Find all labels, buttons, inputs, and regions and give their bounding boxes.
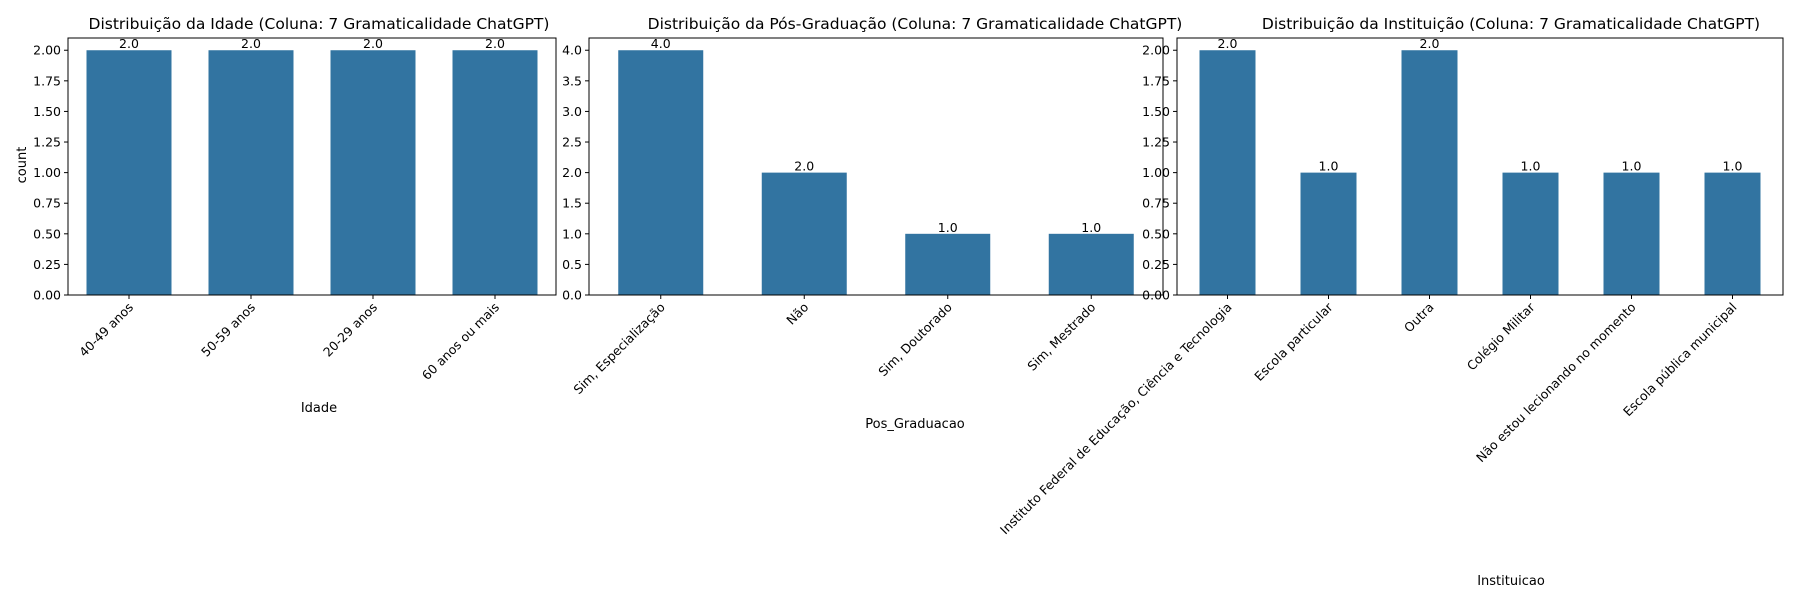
x-axis-label: Idade — [301, 401, 337, 416]
y-tick-label: 0.75 — [33, 196, 61, 211]
x-tick-label: 20-29 anos — [320, 300, 380, 360]
y-tick-label: 0.25 — [33, 257, 61, 272]
y-tick-label: 1.50 — [1142, 104, 1170, 119]
data-label: 2.0 — [119, 36, 139, 51]
bar — [1300, 172, 1357, 295]
bar — [1603, 172, 1660, 295]
data-label: 1.0 — [1622, 159, 1642, 174]
data-label: 4.0 — [651, 36, 671, 51]
y-tick-label: 2.00 — [1142, 43, 1170, 58]
y-tick-label: 0.50 — [1142, 226, 1170, 241]
x-tick-label: Não — [783, 300, 811, 328]
y-tick-label: 1.50 — [33, 104, 61, 119]
chart-title: Distribuição da Pós-Graduação (Coluna: 7… — [648, 15, 1183, 33]
bar — [618, 50, 704, 295]
bar — [330, 50, 416, 295]
data-label: 1.0 — [938, 220, 958, 235]
x-axis-label: Pos_Graduacao — [865, 417, 965, 432]
data-label: 1.0 — [1319, 159, 1339, 174]
x-tick-label: 60 anos ou mais — [419, 300, 502, 383]
data-label: 2.0 — [1420, 36, 1440, 51]
data-label: 2.0 — [794, 159, 814, 174]
plot-frame — [588, 37, 1164, 296]
chart-panel-idade: Distribuição da Idade (Coluna: 7 Gramati… — [15, 15, 557, 416]
chart-title: Distribuição da Idade (Coluna: 7 Gramati… — [89, 15, 550, 33]
bar — [761, 172, 847, 295]
y-tick-label: 0.0 — [562, 288, 582, 303]
y-tick-label: 1.75 — [33, 73, 61, 88]
y-tick-label: 1.00 — [1142, 165, 1170, 180]
y-tick-label: 1.75 — [1142, 73, 1170, 88]
data-label: 1.0 — [1521, 159, 1541, 174]
y-tick-label: 0.50 — [33, 226, 61, 241]
x-tick-label: 40-49 anos — [76, 300, 136, 360]
y-tick-label: 0.00 — [1142, 288, 1170, 303]
data-label: 2.0 — [1218, 36, 1238, 51]
bar — [905, 233, 991, 295]
x-axis-label: Instituicao — [1477, 574, 1545, 589]
data-label: 2.0 — [363, 36, 383, 51]
data-label: 1.0 — [1723, 159, 1743, 174]
y-tick-label: 4.0 — [562, 43, 582, 58]
bar — [1048, 233, 1134, 295]
y-tick-label: 1.25 — [1142, 135, 1170, 150]
x-tick-label: Não estou lecionando no momento — [1473, 300, 1639, 466]
bar — [208, 50, 294, 295]
y-tick-label: 1.25 — [33, 135, 61, 150]
y-tick-label: 3.0 — [562, 104, 582, 119]
x-tick-label: Sim, Especialização — [570, 300, 668, 398]
y-tick-label: 2.00 — [33, 43, 61, 58]
x-tick-label: Sim, Doutorado — [875, 300, 955, 380]
data-label: 2.0 — [485, 36, 505, 51]
y-tick-label: 0.75 — [1142, 196, 1170, 211]
x-tick-label: Escola particular — [1251, 299, 1336, 384]
y-tick-label: 0.00 — [33, 288, 61, 303]
chart-panel-pos-graduacao: Distribuição da Pós-Graduação (Coluna: 7… — [562, 15, 1182, 432]
plot-frame — [67, 37, 557, 296]
y-tick-label: 1.0 — [562, 226, 582, 241]
bar — [1199, 50, 1256, 295]
y-tick-label: 3.5 — [562, 73, 582, 88]
bar — [1502, 172, 1559, 295]
bar — [1704, 172, 1761, 295]
x-tick-label: Sim, Mestrado — [1024, 300, 1098, 374]
y-tick-label: 0.5 — [562, 257, 582, 272]
y-axis-label: count — [15, 147, 30, 184]
bar — [86, 50, 172, 295]
bar — [452, 50, 538, 295]
plot-frame — [1176, 37, 1784, 296]
x-tick-label: Instituto Federal de Educação, Ciência e… — [997, 300, 1235, 538]
y-tick-label: 2.0 — [562, 165, 582, 180]
chart-panel-instituicao: Distribuição da Instituição (Coluna: 7 G… — [997, 15, 1784, 589]
y-tick-label: 1.5 — [562, 196, 582, 211]
data-label: 1.0 — [1081, 220, 1101, 235]
y-tick-label: 1.00 — [33, 165, 61, 180]
chart-title: Distribuição da Instituição (Coluna: 7 G… — [1262, 15, 1760, 33]
y-tick-label: 2.5 — [562, 135, 582, 150]
data-label: 2.0 — [241, 36, 261, 51]
x-tick-label: Escola pública municipal — [1620, 300, 1740, 420]
x-tick-label: 50-59 anos — [198, 300, 258, 360]
bar — [1401, 50, 1458, 295]
x-tick-label: Outra — [1401, 300, 1437, 336]
x-tick-label: Colégio Militar — [1464, 299, 1538, 373]
y-tick-label: 0.25 — [1142, 257, 1170, 272]
